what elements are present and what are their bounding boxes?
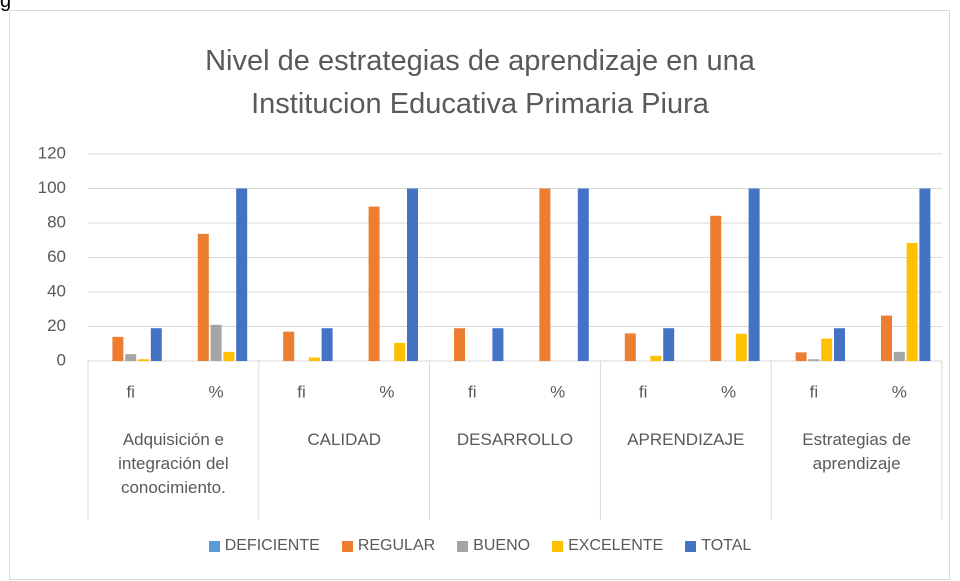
bar (308, 357, 320, 361)
bar (492, 328, 504, 361)
bar (539, 188, 551, 361)
bar (881, 315, 892, 361)
legend-swatch (457, 540, 469, 552)
legend-label: BUENO (473, 537, 531, 554)
legend-swatch (341, 540, 353, 552)
bar (624, 333, 636, 361)
legend-item: REGULAR (341, 537, 436, 555)
bar (919, 188, 931, 361)
bar (906, 243, 918, 361)
group-label: CALIDAD (307, 430, 382, 449)
y-tick-label: 20 (47, 316, 66, 335)
bar (321, 328, 333, 361)
legend-label: REGULAR (357, 537, 436, 554)
bar (223, 351, 235, 361)
bar (112, 336, 124, 361)
y-tick-label: 120 (38, 143, 66, 162)
x-tick-label: % (209, 382, 224, 401)
bar (663, 328, 675, 361)
bar (210, 324, 222, 361)
legend-item: DEFICIENTE (208, 537, 320, 555)
bar (368, 206, 380, 361)
caption-fragment: g (0, 0, 12, 12)
x-tick-label: % (379, 382, 394, 401)
bar (834, 328, 845, 361)
x-tick-label: fi (810, 382, 819, 401)
bar (125, 354, 137, 361)
y-tick-label: 60 (47, 247, 66, 266)
legend-label: TOTAL (701, 537, 752, 554)
x-tick-label: fi (126, 382, 135, 401)
group-label: APRENDIZAJE (627, 430, 745, 449)
bar (710, 215, 722, 361)
bar (577, 188, 589, 361)
x-tick-label: fi (468, 382, 477, 401)
legend-swatch (552, 540, 564, 552)
x-tick-label: % (550, 382, 565, 401)
legend-label: DEFICIENTE (224, 537, 320, 554)
bar (748, 188, 760, 361)
bar (283, 331, 295, 361)
chart-title: Nivel de estrategias de aprendizaje en u… (205, 45, 755, 120)
x-tick-label: fi (297, 382, 306, 401)
y-tick-label: 100 (38, 178, 66, 197)
y-tick-label: 80 (47, 212, 66, 231)
x-tick-label: % (892, 382, 907, 401)
legend: DEFICIENTE REGULAR BUENO EXCELENTE TOTAL (0, 537, 960, 555)
y-tick-label: 40 (47, 281, 66, 300)
bar (650, 355, 662, 361)
legend-item: TOTAL (685, 537, 751, 555)
group-label: Adquisición e integración del conocimien… (118, 430, 229, 497)
bar (821, 338, 833, 361)
x-tick-label: fi (639, 382, 648, 401)
bar (407, 188, 418, 361)
bar (735, 333, 747, 361)
group-label: Estrategias de aprendizaje (802, 430, 911, 473)
bar (795, 352, 807, 361)
legend-swatch (208, 540, 220, 552)
legend-item: BUENO (457, 537, 530, 555)
legend-swatch (685, 540, 697, 552)
legend-item: EXCELENTE (552, 537, 663, 555)
bar (150, 328, 162, 361)
bar (454, 328, 465, 361)
bar (138, 359, 149, 361)
bar (394, 342, 406, 361)
bar (197, 233, 209, 361)
legend-label: EXCELENTE (568, 537, 664, 554)
y-tick-label: 0 (57, 350, 66, 369)
bar (808, 359, 820, 361)
bar (893, 351, 905, 361)
chart-border (9, 10, 950, 580)
x-tick-label: % (721, 382, 736, 401)
bar (236, 188, 248, 361)
group-label: DESARROLLO (456, 430, 574, 449)
